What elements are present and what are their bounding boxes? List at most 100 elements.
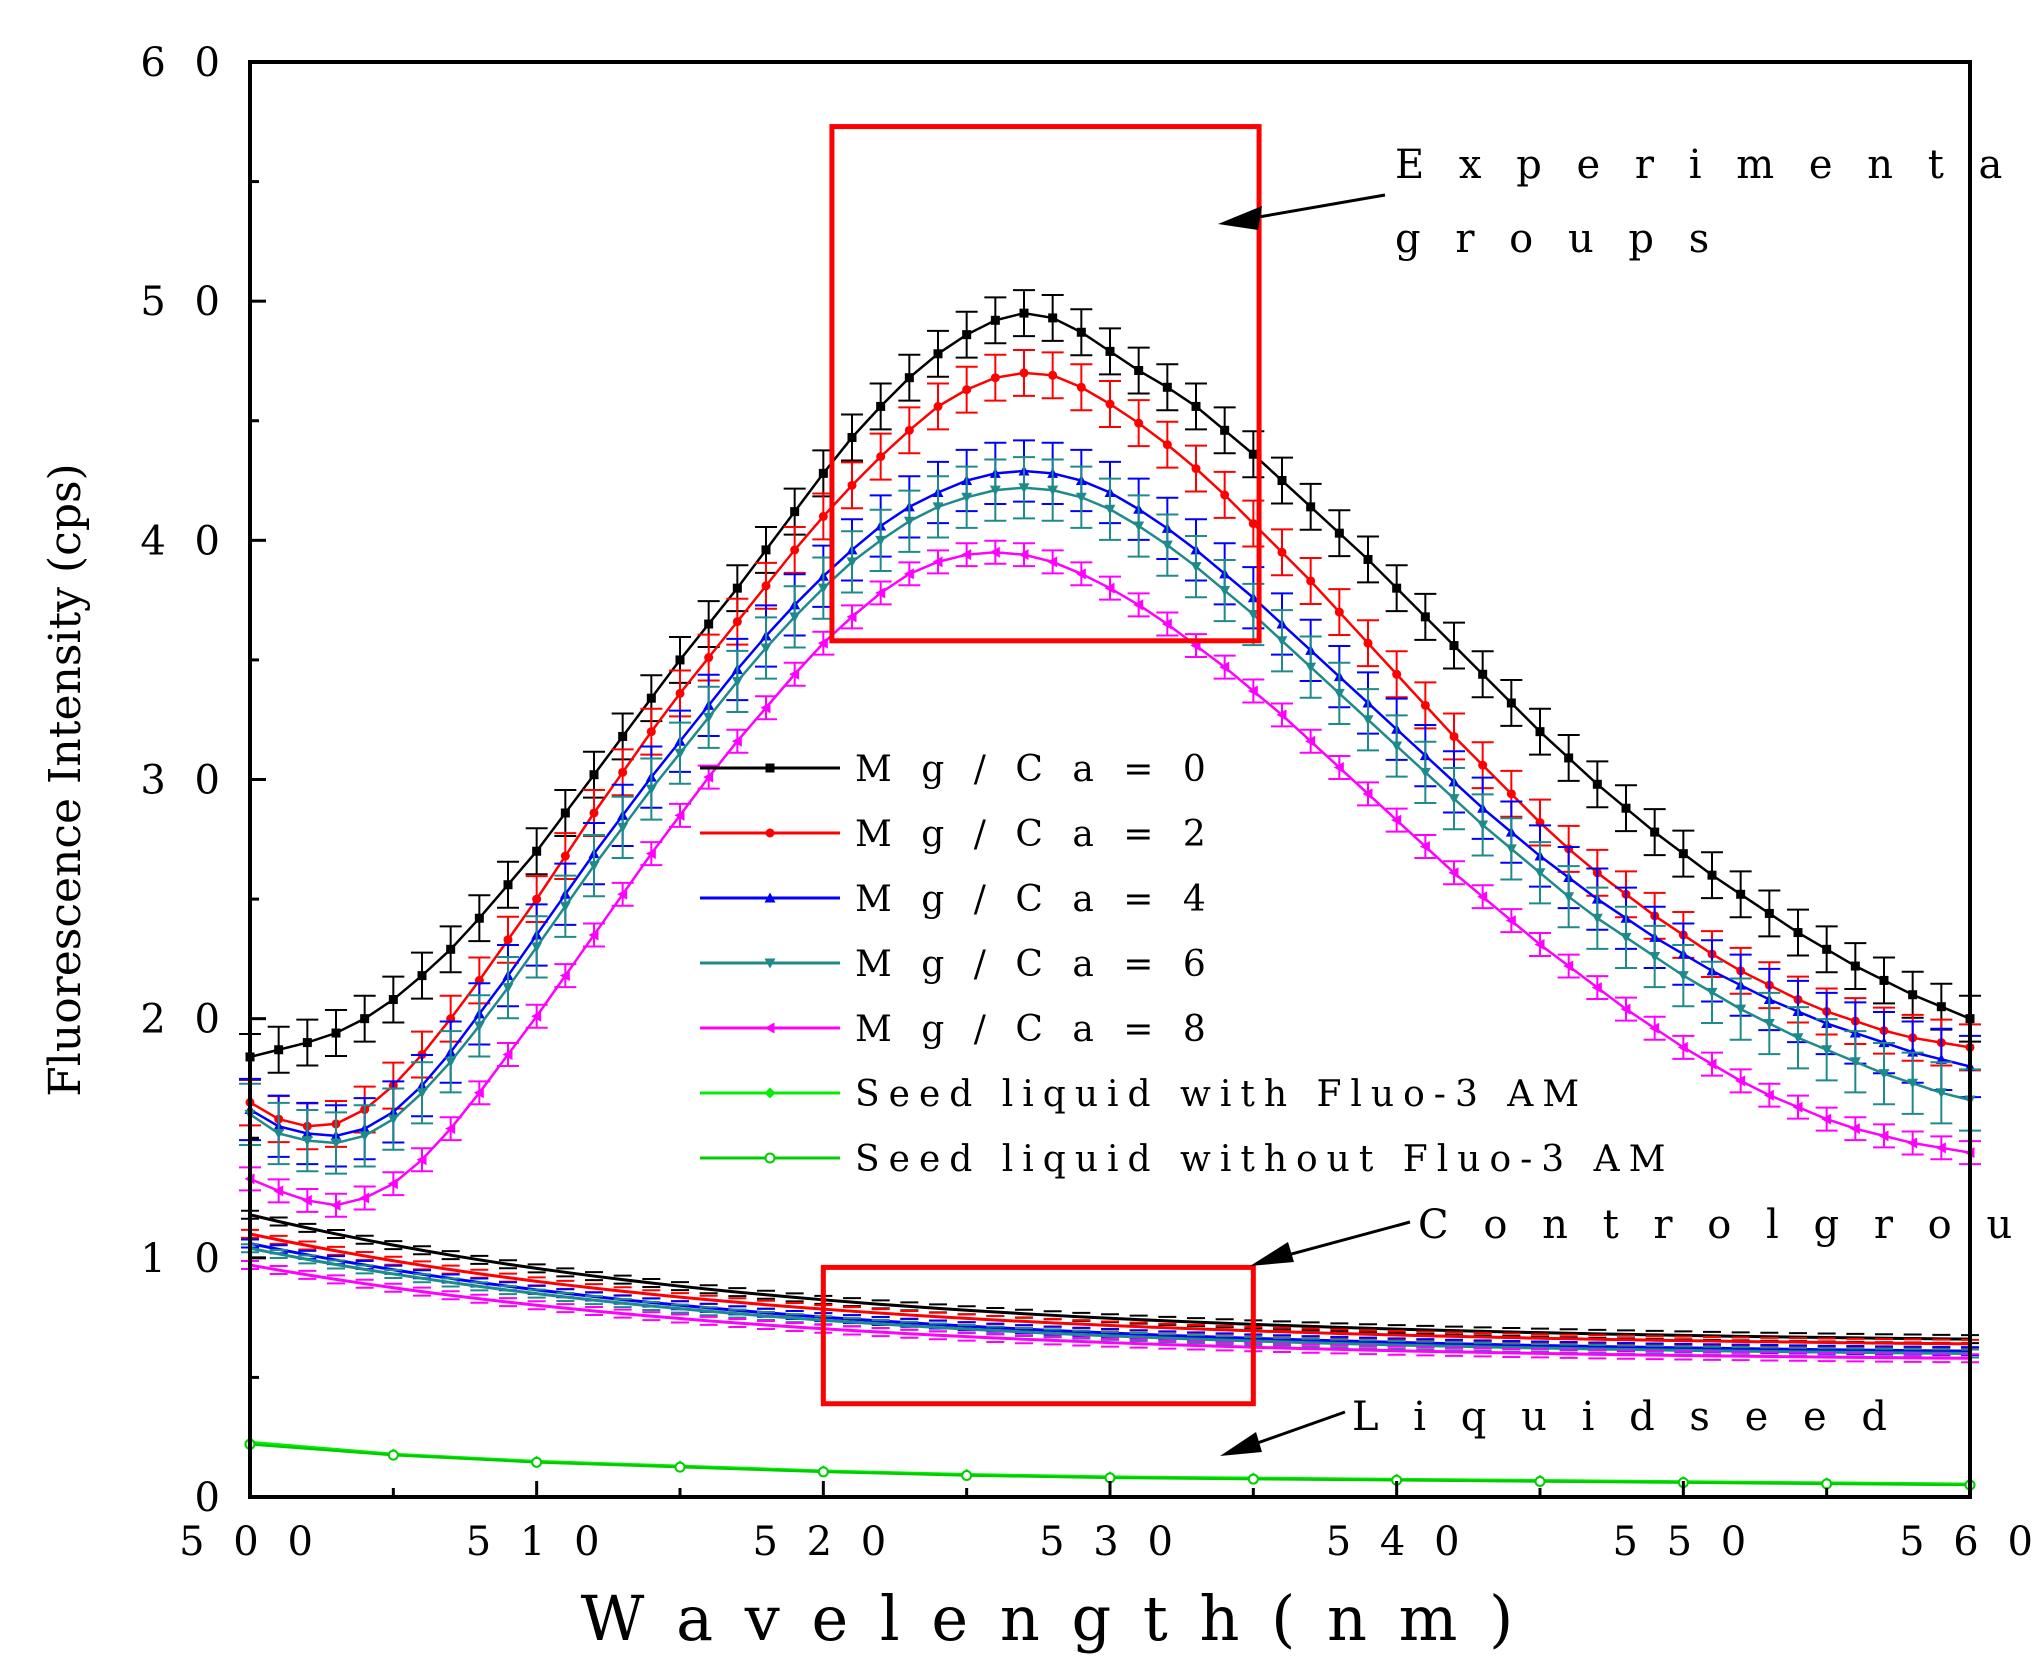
data-point [731, 735, 742, 747]
data-point [1792, 1033, 1804, 1044]
data-point [1306, 502, 1316, 512]
data-point [1162, 440, 1172, 450]
data-point [1591, 913, 1603, 924]
data-point [1248, 519, 1258, 529]
data-point [1277, 547, 1287, 557]
data-point [1219, 586, 1231, 597]
data-point [1649, 1022, 1660, 1034]
series-2 [239, 439, 1981, 1168]
data-point [502, 1049, 513, 1061]
data-point [359, 1131, 371, 1142]
data-point [904, 373, 914, 383]
data-point [1190, 562, 1202, 573]
legend-label: M g / C a = 4 [855, 879, 1215, 920]
legend-label: M g / C a = 8 [855, 1009, 1215, 1050]
data-point [704, 619, 714, 629]
data-point [1448, 794, 1460, 805]
data-point [503, 935, 513, 945]
data-point [417, 971, 427, 981]
data-point [1133, 599, 1144, 611]
data-point [1821, 1478, 1833, 1490]
data-point [1908, 990, 1918, 1000]
data-point [274, 1045, 284, 1055]
y-tick-label: 4 0 [140, 518, 228, 564]
data-point [1878, 1069, 1890, 1080]
data-point [1763, 1089, 1774, 1101]
data-point [932, 502, 944, 513]
data-point [764, 1022, 775, 1034]
data-point [1449, 731, 1459, 741]
data-point [301, 1136, 313, 1147]
y-tick-label: 1 0 [140, 1236, 228, 1282]
data-point [446, 944, 456, 954]
data-point [1936, 1002, 1946, 1012]
data-point [1076, 327, 1086, 337]
control-group-line [249, 1232, 1971, 1346]
data-point [618, 731, 628, 741]
legend-label: M g / C a = 2 [855, 814, 1215, 855]
data-point [588, 929, 599, 941]
data-point [1076, 382, 1086, 392]
data-point [1677, 971, 1689, 982]
data-point [1735, 1004, 1747, 1015]
data-point [1334, 607, 1344, 617]
data-point [559, 970, 570, 982]
data-point [1419, 767, 1431, 778]
annotation-experimental-line2: g r o u p s [1395, 216, 1720, 262]
data-point [1592, 779, 1602, 789]
data-point [388, 995, 398, 1005]
series-4 [239, 539, 1981, 1218]
data-point [1763, 1018, 1775, 1029]
data-point [502, 983, 514, 994]
data-point [1220, 490, 1230, 500]
data-point [330, 1138, 342, 1149]
data-point [764, 958, 776, 969]
data-point [904, 425, 914, 435]
data-point [1564, 753, 1574, 763]
data-point [1821, 1045, 1833, 1056]
data-point [359, 1192, 370, 1204]
data-point [1105, 399, 1115, 409]
data-point [1191, 464, 1201, 474]
data-point [1134, 418, 1144, 428]
data-point [674, 1461, 686, 1473]
x-axis-title: W a v e l e n g t h ( n m ) [581, 1582, 1520, 1655]
data-point [1019, 308, 1029, 318]
data-point [387, 1178, 398, 1190]
data-point [589, 770, 599, 780]
data-point [1563, 960, 1574, 972]
data-point [645, 848, 656, 860]
data-point [1477, 891, 1488, 903]
data-point [1162, 382, 1172, 392]
data-point [1306, 576, 1316, 586]
data-point [301, 1194, 312, 1206]
data-point [962, 330, 972, 340]
data-point [760, 643, 772, 654]
data-point [387, 1449, 399, 1461]
data-point [1506, 789, 1516, 799]
data-point [331, 1028, 341, 1038]
control-group-line [249, 1246, 1971, 1355]
data-point [1419, 840, 1430, 852]
y-tick-label: 2 0 [140, 997, 228, 1043]
data-point [817, 1466, 829, 1478]
data-point [1849, 1057, 1861, 1068]
data-point [1363, 554, 1373, 564]
data-point [731, 676, 743, 687]
data-point [273, 1185, 284, 1197]
data-point [1161, 618, 1172, 630]
data-point [961, 549, 972, 561]
data-point [1706, 1058, 1717, 1070]
data-point [933, 401, 943, 411]
legend-label: M g / C a = 0 [855, 749, 1215, 790]
data-point [1018, 549, 1029, 561]
data-point [764, 1087, 776, 1099]
x-tick-label: 5 3 0 [1039, 1519, 1181, 1565]
data-point [765, 763, 775, 773]
data-point [876, 452, 886, 462]
data-point [1333, 762, 1344, 774]
data-point [1650, 827, 1660, 837]
annotation-control-groups: C o n t r o l g r o u p s [1418, 1202, 2038, 1248]
data-point [1534, 1475, 1546, 1487]
data-point [1821, 1113, 1832, 1125]
